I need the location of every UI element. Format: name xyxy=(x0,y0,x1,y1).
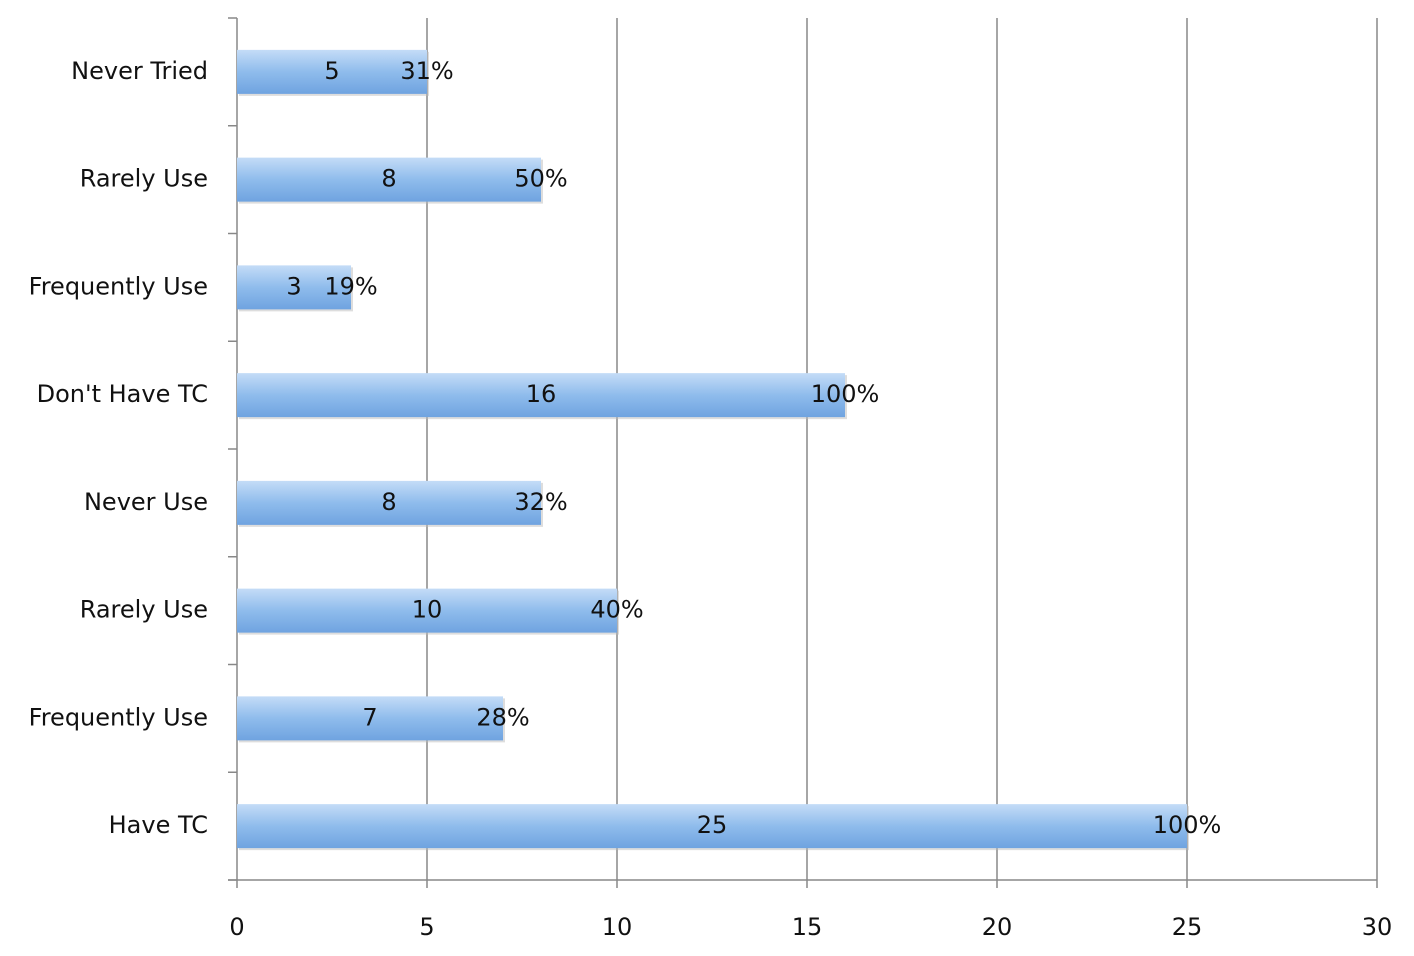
value-label: 8 xyxy=(381,488,396,516)
end-label: 100% xyxy=(811,380,880,408)
end-label: 28% xyxy=(476,703,529,731)
bar xyxy=(237,804,1187,849)
y-tick-label: Never Use xyxy=(84,488,208,516)
y-tick-label: Frequently Use xyxy=(29,703,208,731)
bar xyxy=(237,588,617,633)
x-tick-label: 30 xyxy=(1362,913,1393,941)
bar xyxy=(237,265,351,310)
value-label: 25 xyxy=(697,811,728,839)
value-label: 8 xyxy=(381,165,396,193)
end-label: 19% xyxy=(324,272,377,300)
y-tick-label: Have TC xyxy=(109,811,208,839)
end-label: 32% xyxy=(514,488,567,516)
y-tick-label: Never Tried xyxy=(71,57,208,85)
value-label: 5 xyxy=(324,57,339,85)
bar xyxy=(237,373,845,418)
y-tick-label: Frequently Use xyxy=(29,272,208,300)
x-tick-label: 20 xyxy=(982,913,1013,941)
end-label: 100% xyxy=(1153,811,1222,839)
value-label: 10 xyxy=(412,596,443,624)
y-tick-label: Rarely Use xyxy=(80,165,208,193)
end-label: 40% xyxy=(590,596,643,624)
x-tick-label: 10 xyxy=(602,913,633,941)
y-tick-label: Don't Have TC xyxy=(37,380,208,408)
value-label: 3 xyxy=(286,272,301,300)
bar xyxy=(237,49,427,94)
x-tick-label: 0 xyxy=(229,913,244,941)
end-label: 50% xyxy=(514,165,567,193)
bar xyxy=(237,480,541,525)
bar xyxy=(237,157,541,202)
x-tick-label: 5 xyxy=(419,913,434,941)
bar xyxy=(237,696,503,741)
x-tick-label: 15 xyxy=(792,913,823,941)
y-tick-label: Rarely Use xyxy=(80,596,208,624)
value-label: 7 xyxy=(362,703,377,731)
end-label: 31% xyxy=(400,57,453,85)
x-tick-label: 25 xyxy=(1172,913,1203,941)
value-label: 16 xyxy=(526,380,557,408)
